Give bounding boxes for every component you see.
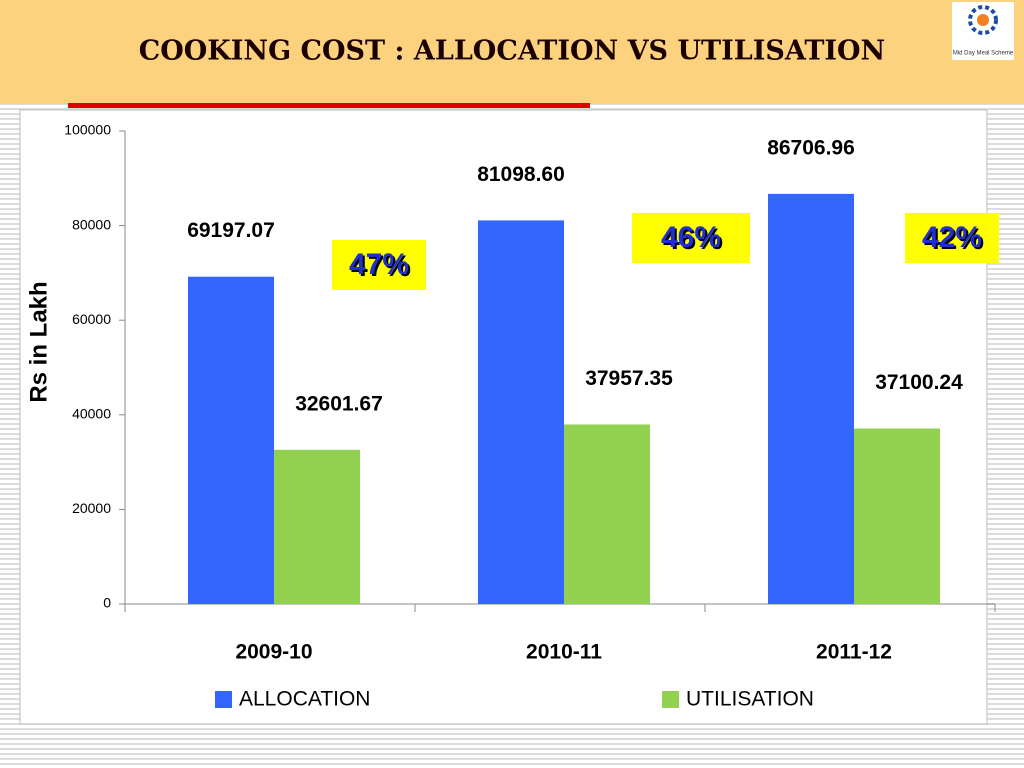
bar xyxy=(768,193,854,604)
annotation-box xyxy=(905,213,999,263)
bar xyxy=(274,449,360,604)
annotation-box xyxy=(332,240,426,290)
header-band xyxy=(0,0,1024,104)
logo-text: Mid Day Meal Scheme xyxy=(953,51,1014,57)
value-label: 32601.67 xyxy=(295,392,383,415)
x-tick-label: 2011-12 xyxy=(816,641,892,664)
y-tick-label: 40000 xyxy=(72,406,111,422)
header-rule xyxy=(68,103,590,108)
y-axis-label: Rs in Lakh xyxy=(25,281,52,402)
value-label: 37957.35 xyxy=(585,367,673,390)
annotation-shadow: 47% xyxy=(351,250,411,283)
bar xyxy=(188,276,274,604)
legend-label: UTILISATION xyxy=(686,688,814,711)
logo-center xyxy=(977,14,989,26)
legend-label: ALLOCATION xyxy=(239,688,370,711)
annotation: 47% xyxy=(349,248,409,281)
x-tick-label: 2009-10 xyxy=(235,641,312,664)
chart-title: COOKING COST : ALLOCATION VS UTILISATION xyxy=(139,36,885,67)
legend-swatch xyxy=(215,691,232,708)
logo-box xyxy=(952,2,1014,60)
annotation: 42% xyxy=(922,221,982,254)
y-tick-label: 80000 xyxy=(72,216,111,232)
bar xyxy=(854,428,940,604)
y-tick-label: 20000 xyxy=(72,500,111,516)
bar xyxy=(478,220,564,604)
y-tick-label: 60000 xyxy=(72,311,111,327)
bar xyxy=(564,424,650,604)
value-label: 37100.24 xyxy=(875,371,963,394)
y-tick-label: 0 xyxy=(103,595,111,611)
annotation-box xyxy=(632,213,750,263)
logo: Mid Day Meal Scheme xyxy=(952,2,1014,60)
logo-ring xyxy=(968,5,998,35)
value-label: 69197.07 xyxy=(187,219,275,242)
value-label: 81098.60 xyxy=(477,163,565,186)
x-tick-label: 2010-11 xyxy=(526,641,602,664)
legend-swatch xyxy=(662,691,679,708)
annotation: 46% xyxy=(661,221,721,254)
annotation-shadow: 42% xyxy=(924,223,984,256)
value-label: 86706.96 xyxy=(767,136,855,159)
annotation-shadow: 46% xyxy=(663,223,723,256)
y-tick-label: 100000 xyxy=(64,122,111,138)
